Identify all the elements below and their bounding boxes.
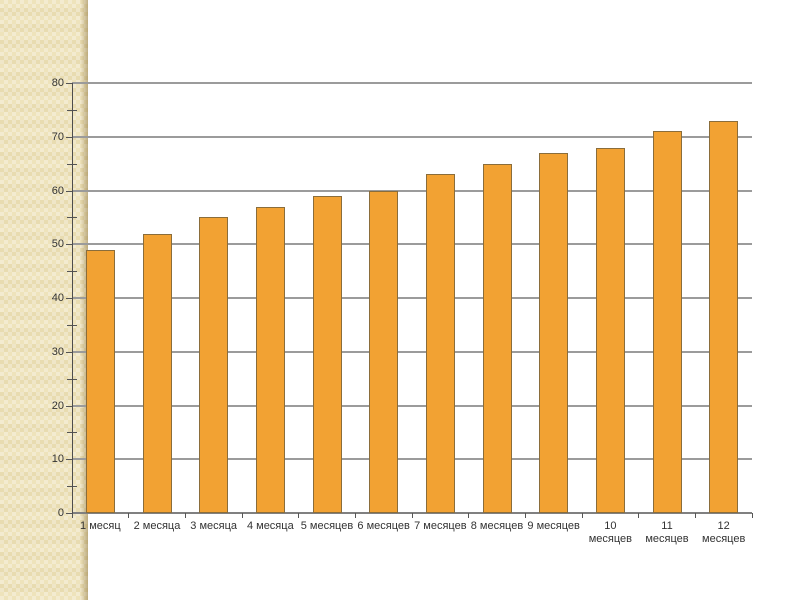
y-axis-tick-label: 20 — [51, 399, 64, 412]
y-axis-tick-label: 60 — [51, 184, 64, 197]
bar — [142, 233, 172, 513]
x-axis-tick — [298, 513, 300, 518]
y-axis-tick-label: 30 — [51, 345, 64, 358]
y-axis-line — [72, 83, 73, 514]
x-axis-label: 12 месяцев — [702, 520, 746, 545]
y-axis-tick — [66, 405, 72, 407]
bar — [199, 217, 229, 513]
x-axis-tick — [184, 513, 186, 518]
y-axis-tick — [66, 351, 72, 353]
gridline — [72, 297, 752, 299]
y-axis-tick — [66, 459, 72, 461]
x-axis-tick — [241, 513, 243, 518]
y-axis-tick — [66, 244, 72, 246]
plot-area: 0 10 20 30 40 50 60 70 80 1 месяц 2 месяца 3 месяца… — [52, 78, 753, 545]
bar — [595, 147, 625, 513]
y-axis-tick-label: 40 — [51, 292, 64, 304]
x-axis-label: 4 месяца — [246, 520, 294, 532]
x-axis-tick — [638, 513, 640, 518]
gridline — [72, 189, 752, 192]
slide-side-strip — [0, 0, 88, 600]
x-axis-tick — [128, 513, 130, 518]
x-axis-tick — [411, 513, 413, 518]
x-axis-label: 7 месяцев — [414, 520, 467, 532]
bar — [652, 131, 682, 513]
x-axis-tick — [524, 513, 526, 518]
y-axis-tick — [66, 83, 72, 84]
y-axis-tick-label: 80 — [51, 77, 64, 89]
gridline — [72, 350, 752, 353]
bar — [255, 206, 285, 513]
gridline — [72, 135, 752, 138]
x-axis-label: 11 месяцев — [645, 520, 689, 545]
x-axis-label: 2 месяца — [133, 520, 181, 532]
y-axis-tick-label: 50 — [51, 238, 64, 251]
slide-side-strip-shadow — [80, 0, 88, 600]
x-axis-label: 5 месяцев — [300, 520, 354, 532]
x-axis-label: 3 месяца — [190, 520, 238, 532]
y-axis-tick-label: 0 — [57, 507, 64, 519]
y-axis-tick-label: 10 — [51, 453, 64, 466]
x-axis-tick — [694, 513, 696, 518]
bar — [425, 174, 455, 513]
y-axis-tick-label: 70 — [51, 130, 64, 143]
gridline — [72, 82, 752, 84]
x-axis-label: 9 месяцев — [527, 520, 580, 532]
x-axis-tick — [581, 513, 583, 518]
y-axis-tick — [66, 136, 72, 138]
x-axis-tick — [354, 513, 356, 518]
x-axis-tick — [751, 513, 753, 518]
x-axis-label: 6 месяцев — [357, 520, 410, 532]
bar — [312, 195, 342, 513]
y-axis-tick — [66, 513, 72, 514]
bar — [369, 190, 399, 513]
gridline — [72, 404, 752, 407]
x-axis-tick — [71, 513, 73, 518]
x-axis-label: 8 месяцев — [470, 520, 524, 532]
bar — [539, 152, 569, 513]
y-axis-tick — [66, 298, 72, 299]
x-axis-label: 10 месяцев — [588, 520, 632, 545]
bar — [482, 163, 512, 513]
x-axis-tick — [468, 513, 470, 518]
x-axis-label: 1 месяц — [80, 520, 121, 532]
gridline — [72, 458, 752, 461]
bar — [709, 120, 739, 513]
y-axis-tick — [66, 190, 72, 192]
gridline — [72, 243, 752, 246]
bar — [85, 249, 115, 513]
